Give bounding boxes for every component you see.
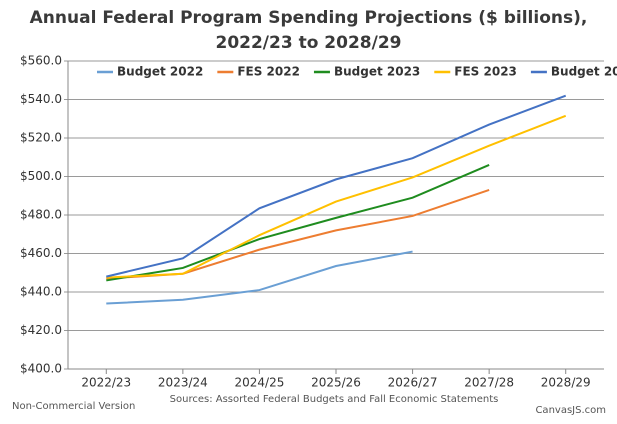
x-tick-label: 2026/27 bbox=[388, 376, 438, 390]
x-tick-label: 2024/25 bbox=[234, 376, 284, 390]
series-line bbox=[106, 189, 490, 280]
series-line bbox=[106, 164, 490, 282]
y-tick-label: $520.0 bbox=[20, 131, 62, 145]
caption: Sources: Assorted Federal Budgets and Fa… bbox=[170, 394, 499, 405]
x-tick-label: 2023/24 bbox=[158, 376, 208, 390]
y-tick-label: $500.0 bbox=[20, 169, 62, 183]
y-tick-label: $480.0 bbox=[20, 208, 62, 222]
y-tick-label: $560.0 bbox=[20, 54, 62, 68]
legend-label: Budget 2023 bbox=[334, 65, 420, 79]
watermark: Non-Commercial Version bbox=[12, 401, 135, 412]
y-tick-label: $400.0 bbox=[20, 362, 62, 376]
y-tick-label: $540.0 bbox=[20, 92, 62, 106]
legend-label: FES 2022 bbox=[237, 65, 300, 79]
x-tick-label: 2022/23 bbox=[81, 376, 131, 390]
series-line bbox=[106, 114, 567, 279]
series-line bbox=[106, 94, 567, 278]
x-tick-label: 2025/26 bbox=[311, 376, 361, 390]
chart-title: Annual Federal Program Spending Projecti… bbox=[29, 8, 588, 53]
y-tick-label: $460.0 bbox=[20, 246, 62, 260]
legend-label: Budget 2022 bbox=[117, 65, 203, 79]
legend-label: FES 2023 bbox=[454, 65, 517, 79]
x-tick-label: 2027/28 bbox=[464, 376, 514, 390]
series-line bbox=[106, 250, 413, 305]
legend-label: Budget 2024 bbox=[551, 65, 617, 79]
y-tick-label: $420.0 bbox=[20, 323, 62, 337]
credit: CanvasJS.com bbox=[535, 405, 606, 416]
y-tick-label: $440.0 bbox=[20, 285, 62, 299]
x-tick-label: 2028/29 bbox=[541, 376, 591, 390]
